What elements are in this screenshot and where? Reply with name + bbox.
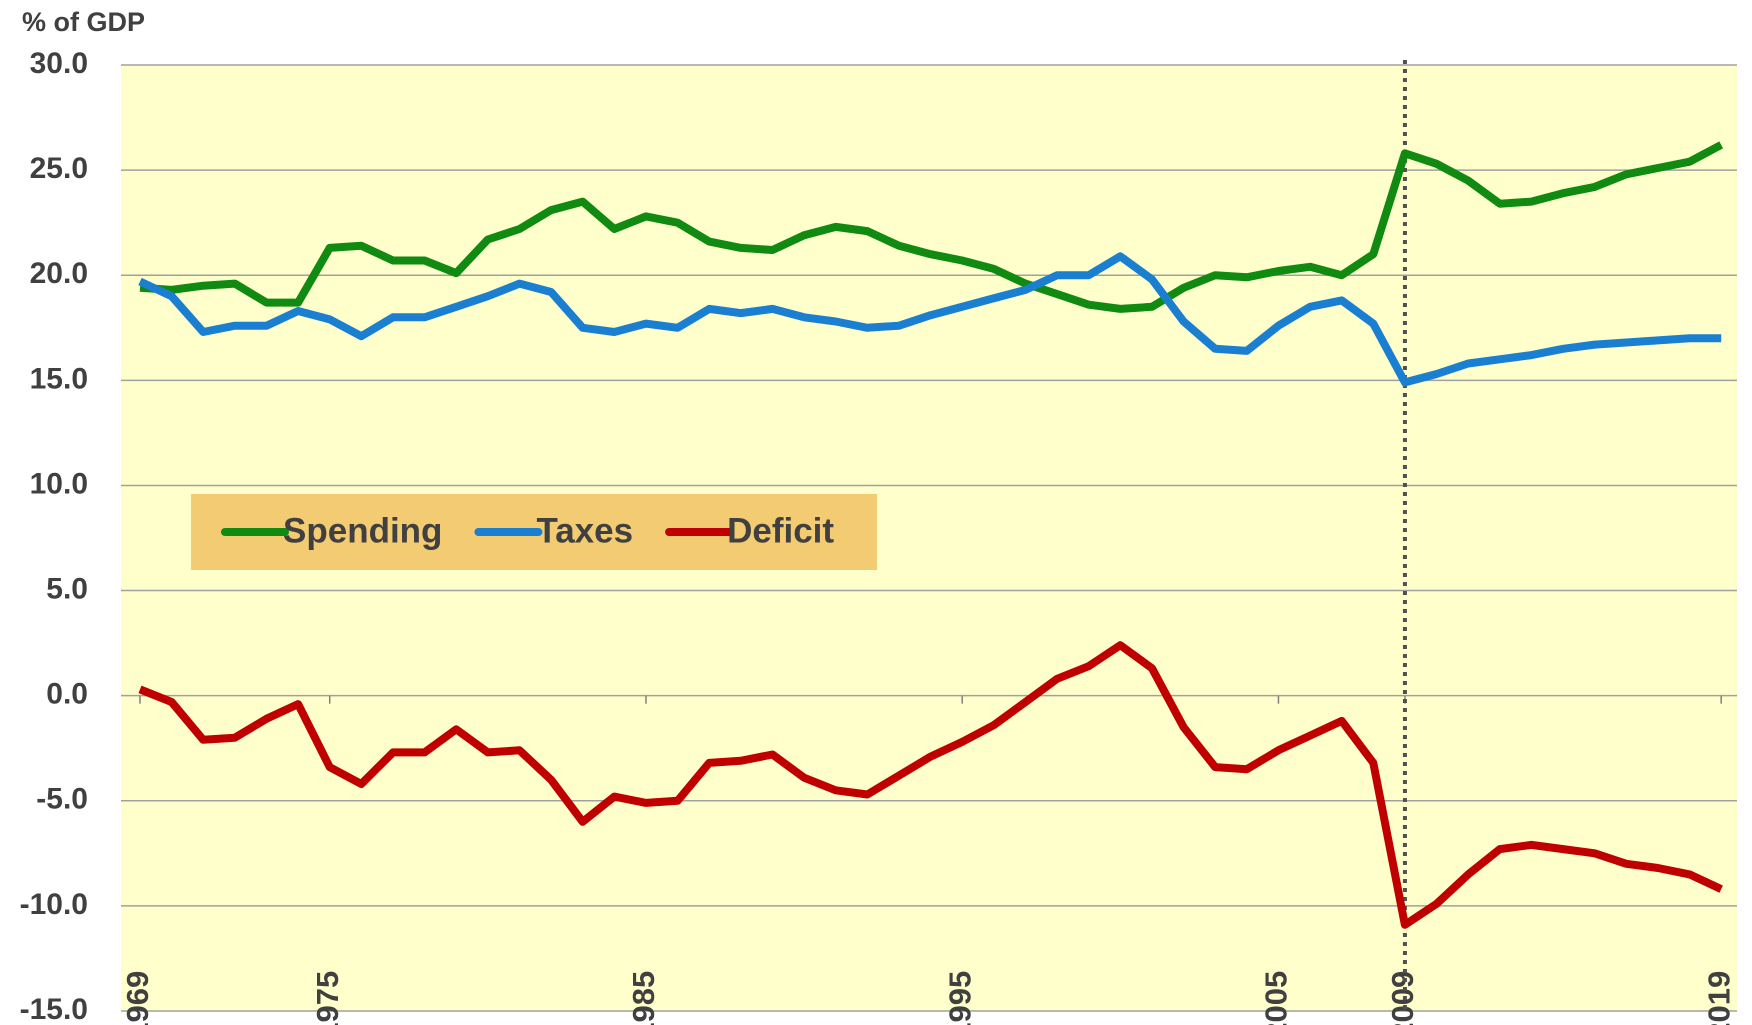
legend-label: Spending: [283, 511, 442, 550]
x-tick-label: 1969: [120, 971, 155, 1025]
y-tick-label: 5.0: [46, 572, 88, 605]
legend-label: Taxes: [536, 511, 633, 550]
x-tick-label: 1995: [942, 971, 977, 1025]
y-tick-label: -10.0: [20, 888, 88, 921]
y-tick-label: -15.0: [20, 993, 88, 1025]
x-tick-label: 1985: [626, 971, 661, 1025]
x-tick-label: 2009: [1385, 971, 1420, 1025]
y-tick-label: 30.0: [30, 47, 88, 80]
series-line: [138, 252, 1722, 387]
y-tick-label: 0.0: [46, 678, 88, 711]
y-tick-label: -5.0: [36, 783, 88, 816]
y-tick-label: 20.0: [30, 257, 88, 290]
y-tick-label: 10.0: [30, 467, 88, 500]
y-axis-label: % of GDP: [22, 7, 145, 37]
y-tick-label: 15.0: [30, 362, 88, 395]
y-tick-label: 25.0: [30, 152, 88, 185]
series-line: [139, 141, 1724, 313]
x-tick-label: 2019: [1701, 971, 1736, 1025]
series-line: [138, 641, 1723, 929]
legend-label: Deficit: [727, 511, 834, 550]
x-tick-label: 2005: [1259, 971, 1294, 1025]
x-tick-label: 1975: [310, 971, 345, 1025]
